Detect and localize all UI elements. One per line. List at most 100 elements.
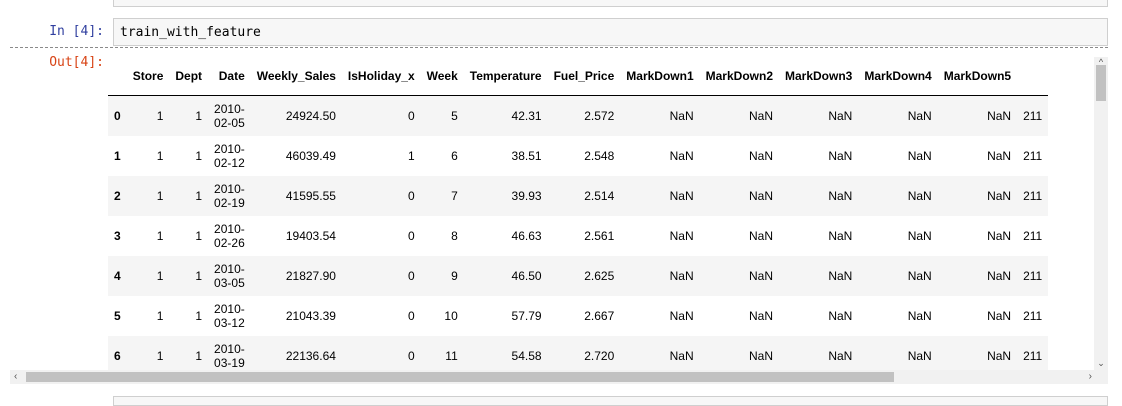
scroll-right-icon[interactable]: › bbox=[1088, 371, 1092, 382]
row-index: 4 bbox=[114, 269, 121, 283]
dataframe-viewport[interactable]: Store Dept Date Weekly_Sales IsHoliday_x Week… bbox=[108, 57, 1094, 370]
cell-week: 6 bbox=[451, 149, 458, 163]
cell-weekly-sales: 24924.50 bbox=[285, 109, 336, 123]
column-header: MarkDown3 bbox=[785, 69, 853, 83]
cell-isholiday: 1 bbox=[407, 149, 415, 163]
cell-truncated: 211 bbox=[1023, 309, 1043, 323]
cell-store: 1 bbox=[156, 309, 164, 323]
cell-markdown1: NaN bbox=[669, 109, 694, 123]
column-header: Week bbox=[426, 69, 458, 83]
scroll-up-icon[interactable]: ^ bbox=[1098, 57, 1104, 67]
cell-temperature: 38.51 bbox=[511, 149, 542, 163]
cell-weekly-sales: 46039.49 bbox=[285, 149, 336, 163]
cell-markdown5: NaN bbox=[987, 349, 1012, 363]
cell-isholiday: 0 bbox=[407, 349, 415, 363]
table-row: 2 1 1 2010- 02-19 41595.55 0 7 39.93 2.514 NaN NaN N… bbox=[108, 176, 1049, 216]
cell-date: 2010- 02-26 bbox=[208, 216, 251, 256]
column-header: Weekly_Sales bbox=[256, 69, 336, 83]
scroll-down-icon[interactable]: ⌄ bbox=[1097, 358, 1105, 368]
cell-temperature: 46.50 bbox=[511, 269, 542, 283]
cell-truncated: 211 bbox=[1023, 269, 1043, 283]
scroll-left-icon[interactable]: ‹ bbox=[14, 371, 18, 382]
cell-week: 5 bbox=[451, 109, 458, 123]
dataframe-table: Store Dept Date Weekly_Sales IsHoliday_x Week… bbox=[108, 57, 1049, 370]
cell-markdown2: NaN bbox=[748, 349, 773, 363]
column-header: Dept bbox=[175, 69, 203, 83]
cell-markdown3: NaN bbox=[828, 149, 853, 163]
header-row: Store Dept Date Weekly_Sales IsHoliday_x Week… bbox=[108, 57, 1049, 96]
previous-cell-bottom bbox=[113, 0, 1108, 7]
cell-truncated: 211 bbox=[1023, 109, 1043, 123]
date-part-monthday: 03-12 bbox=[214, 316, 245, 330]
column-header: Fuel_Price bbox=[553, 69, 615, 83]
cell-store: 1 bbox=[156, 149, 164, 163]
cell-fuel-price: 2.625 bbox=[584, 269, 615, 283]
table-row: 4 1 1 2010- 03-05 21827.90 0 9 46.50 2.625 NaN NaN N… bbox=[108, 256, 1049, 296]
date-part-monthday: 02-12 bbox=[214, 156, 245, 170]
cell-fuel-price: 2.572 bbox=[584, 109, 615, 123]
column-header bbox=[1017, 57, 1048, 96]
date-part-year: 2010- bbox=[214, 262, 245, 276]
date-part-monthday: 03-05 bbox=[214, 276, 245, 290]
cell-week: 11 bbox=[445, 349, 458, 363]
next-cell-top[interactable] bbox=[113, 396, 1108, 406]
cell-markdown4: NaN bbox=[907, 349, 932, 363]
vertical-scroll-thumb[interactable] bbox=[1096, 65, 1106, 101]
cell-markdown4: NaN bbox=[907, 309, 932, 323]
cell-isholiday: 0 bbox=[407, 189, 415, 203]
output-area bbox=[10, 47, 1108, 384]
vertical-scrollbar[interactable]: ^ ⌄ bbox=[1094, 57, 1108, 370]
cell-markdown5: NaN bbox=[987, 149, 1012, 163]
cell-markdown1: NaN bbox=[669, 189, 694, 203]
cell-markdown2: NaN bbox=[748, 149, 773, 163]
cell-weekly-sales: 21043.39 bbox=[285, 309, 336, 323]
cell-weekly-sales: 41595.55 bbox=[285, 189, 336, 203]
cell-dept: 1 bbox=[195, 309, 203, 323]
cell-store: 1 bbox=[156, 109, 164, 123]
row-index: 3 bbox=[114, 229, 121, 243]
cell-markdown4: NaN bbox=[907, 109, 932, 123]
cell-markdown3: NaN bbox=[828, 189, 853, 203]
date-part-monthday: 03-19 bbox=[214, 356, 245, 370]
cell-truncated: 211 bbox=[1023, 229, 1043, 243]
horizontal-scrollbar[interactable]: ‹ › bbox=[10, 370, 1108, 384]
code-text: train_with_feature bbox=[120, 25, 261, 40]
cell-date: 2010- 02-19 bbox=[208, 176, 251, 216]
cell-date: 2010- 03-19 bbox=[208, 336, 251, 370]
cell-truncated: 211 bbox=[1023, 149, 1043, 163]
cell-markdown1: NaN bbox=[669, 229, 694, 243]
cell-markdown4: NaN bbox=[907, 189, 932, 203]
column-header: MarkDown2 bbox=[705, 69, 773, 83]
cell-week: 8 bbox=[451, 229, 458, 243]
cell-markdown5: NaN bbox=[987, 189, 1012, 203]
row-index: 6 bbox=[114, 349, 121, 363]
column-header: MarkDown1 bbox=[626, 69, 694, 83]
date-part-monthday: 02-26 bbox=[214, 236, 245, 250]
date-part-monthday: 02-05 bbox=[214, 116, 245, 130]
cell-dept: 1 bbox=[195, 189, 203, 203]
cell-markdown1: NaN bbox=[669, 309, 694, 323]
cell-isholiday: 0 bbox=[407, 229, 415, 243]
table-row: 3 1 1 2010- 02-26 19403.54 0 8 46.63 2.561 NaN NaN N… bbox=[108, 216, 1049, 256]
cell-fuel-price: 2.720 bbox=[584, 349, 615, 363]
row-index: 5 bbox=[114, 309, 121, 323]
cell-markdown2: NaN bbox=[748, 229, 773, 243]
date-part-year: 2010- bbox=[214, 182, 245, 196]
cell-markdown2: NaN bbox=[748, 189, 773, 203]
cell-weekly-sales: 19403.54 bbox=[285, 229, 336, 243]
cell-markdown3: NaN bbox=[828, 229, 853, 243]
cell-dept: 1 bbox=[195, 229, 203, 243]
cell-store: 1 bbox=[156, 189, 164, 203]
column-header: MarkDown4 bbox=[864, 69, 932, 83]
column-header: Date bbox=[218, 69, 245, 83]
cell-isholiday: 0 bbox=[407, 309, 415, 323]
cell-store: 1 bbox=[156, 269, 164, 283]
column-header: Temperature bbox=[469, 69, 542, 83]
index-header bbox=[108, 57, 127, 96]
horizontal-scroll-thumb[interactable] bbox=[26, 372, 894, 382]
cell-week: 9 bbox=[451, 269, 458, 283]
code-input[interactable]: train_with_feature bbox=[113, 18, 1108, 46]
output-prompt: Out[4]: bbox=[49, 55, 104, 70]
cell-dept: 1 bbox=[195, 149, 203, 163]
cell-temperature: 42.31 bbox=[511, 109, 542, 123]
